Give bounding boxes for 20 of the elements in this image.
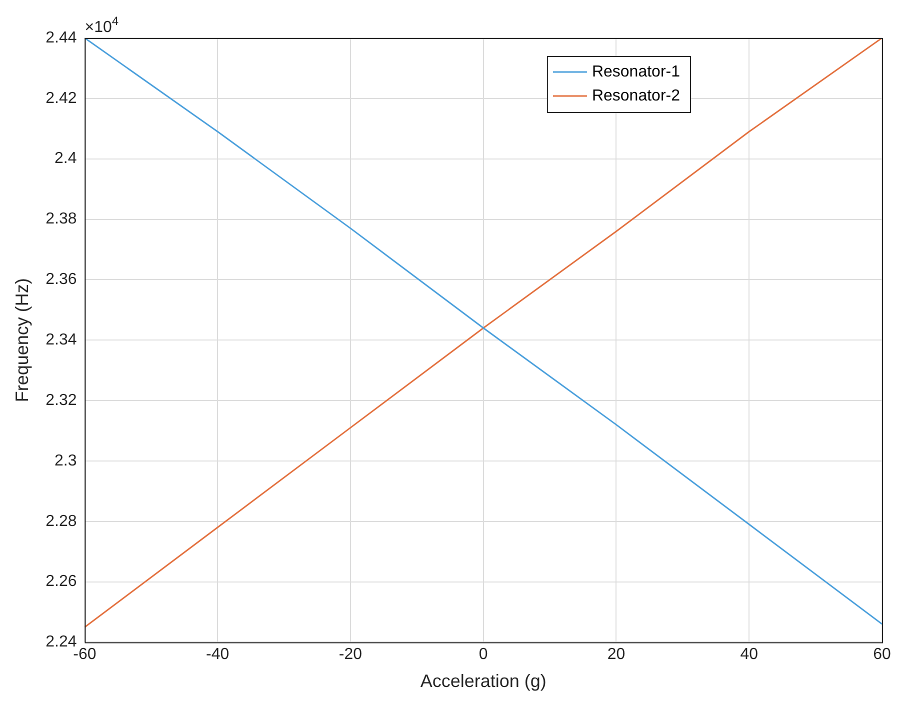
y-tick-label: 2.32 [46,392,77,409]
x-tick-label: 0 [478,646,488,664]
legend-label: Resonator-1 [592,63,680,80]
x-tick-label: 20 [607,646,626,664]
y-tick-label: 2.3 [54,452,77,470]
legend-label: Resonator-2 [592,87,680,104]
y-axis-title: Frequency (Hz) [12,278,32,402]
x-axis-title: Acceleration (g) [420,671,546,692]
x-tick-label: -40 [206,646,230,664]
y-tick-label: 2.28 [46,512,77,530]
x-tick-label: 60 [873,646,891,664]
y-tick-label: 2.44 [46,29,77,46]
y-tick-label: 2.34 [46,332,77,349]
x-tick-label: -20 [338,646,362,664]
x-tick-label: 40 [740,646,758,664]
y-tick-label: 2.4 [54,150,77,168]
y-tick-label: 2.38 [46,210,77,228]
y-tick-label: 2.26 [46,573,77,590]
y-tick-label: 2.36 [46,271,77,288]
y-tick-label: 2.42 [46,90,77,107]
